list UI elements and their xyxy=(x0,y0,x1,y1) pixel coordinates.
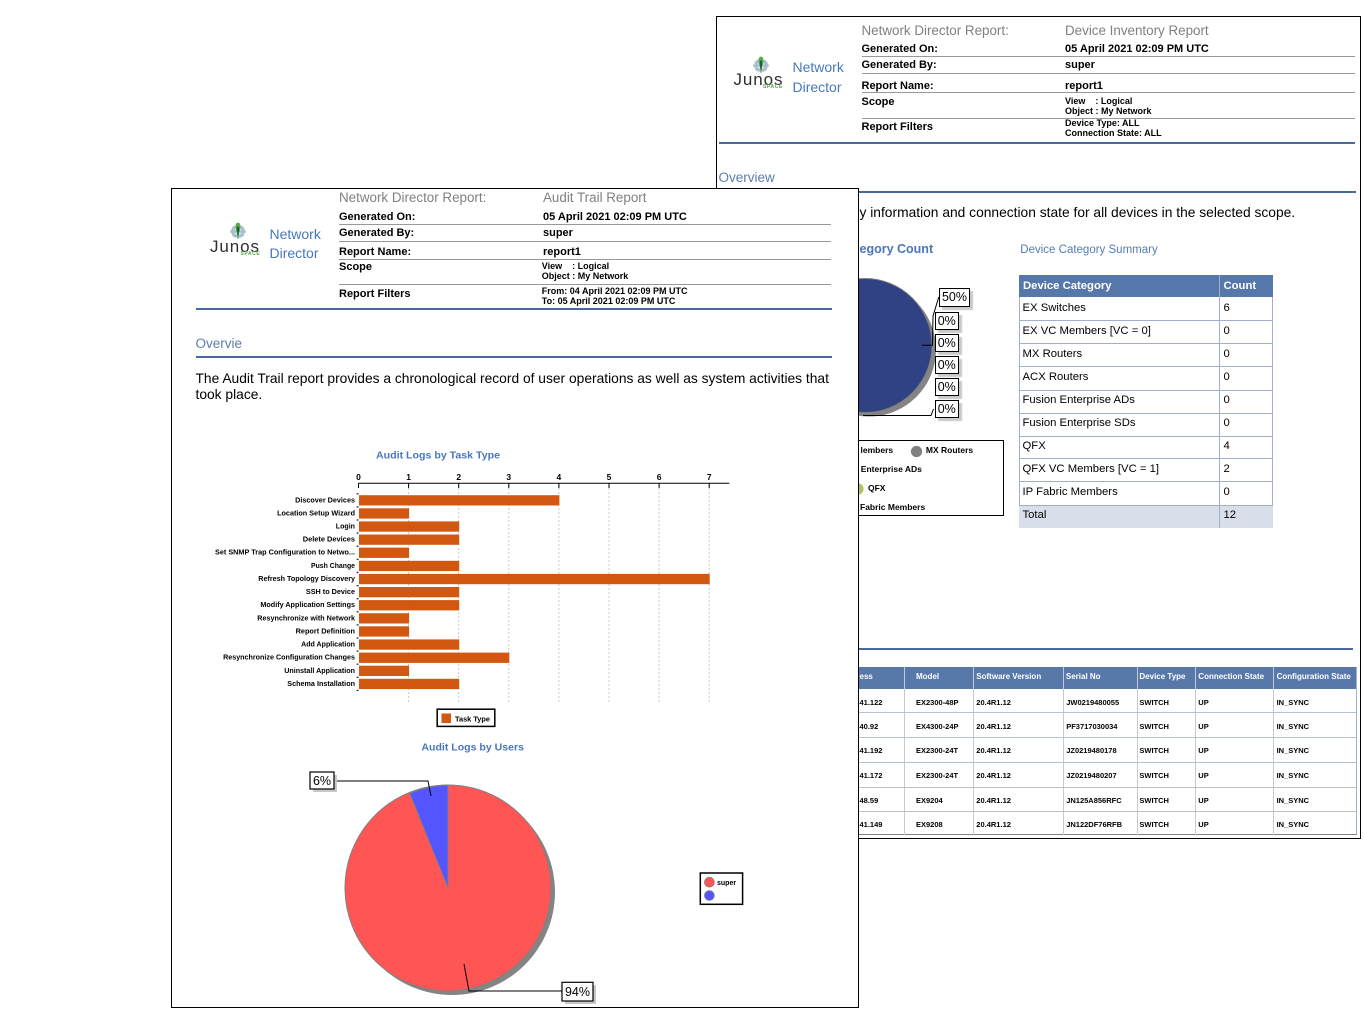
svg-text:Task Type: Task Type xyxy=(455,715,490,724)
svg-text:Refresh Topology Discovery: Refresh Topology Discovery xyxy=(258,574,355,583)
svg-text:Audit Logs by Task Type: Audit Logs by Task Type xyxy=(376,450,500,462)
svg-text:7: 7 xyxy=(707,472,712,482)
svg-text:Login: Login xyxy=(336,522,356,531)
svg-text:5: 5 xyxy=(607,472,612,482)
svg-text:Schema Installation: Schema Installation xyxy=(287,679,355,688)
svg-text:Resynchronize with Network: Resynchronize with Network xyxy=(257,613,355,622)
svg-text:super: super xyxy=(717,880,736,887)
svg-text:4: 4 xyxy=(557,472,562,482)
svg-text:Uninstall Application: Uninstall Application xyxy=(284,666,355,675)
svg-text:Audit Logs by Users: Audit Logs by Users xyxy=(421,742,524,754)
svg-text:6%: 6% xyxy=(313,774,331,788)
svg-text:0: 0 xyxy=(356,472,361,482)
svg-text:Set SNMP Trap Configuration to: Set SNMP Trap Configuration to Netwo... xyxy=(215,548,355,557)
svg-text:Delete Devices: Delete Devices xyxy=(303,535,355,544)
svg-text:SSH to Device: SSH to Device xyxy=(306,587,355,596)
svg-text:1: 1 xyxy=(406,472,411,482)
svg-text:Modify Application Settings: Modify Application Settings xyxy=(260,600,355,609)
svg-text:Report Definition: Report Definition xyxy=(296,626,356,635)
svg-text:Discover Devices: Discover Devices xyxy=(295,495,355,504)
svg-text:2: 2 xyxy=(456,472,461,482)
svg-text:Push Change: Push Change xyxy=(311,561,355,570)
svg-text:Add Application: Add Application xyxy=(301,640,355,649)
svg-text:Resynchronize Configuration Ch: Resynchronize Configuration Changes xyxy=(223,653,355,662)
svg-text:6: 6 xyxy=(657,472,662,482)
svg-text:94%: 94% xyxy=(565,985,590,999)
svg-text:Location Setup Wizard: Location Setup Wizard xyxy=(277,508,355,517)
svg-text:3: 3 xyxy=(506,472,511,482)
